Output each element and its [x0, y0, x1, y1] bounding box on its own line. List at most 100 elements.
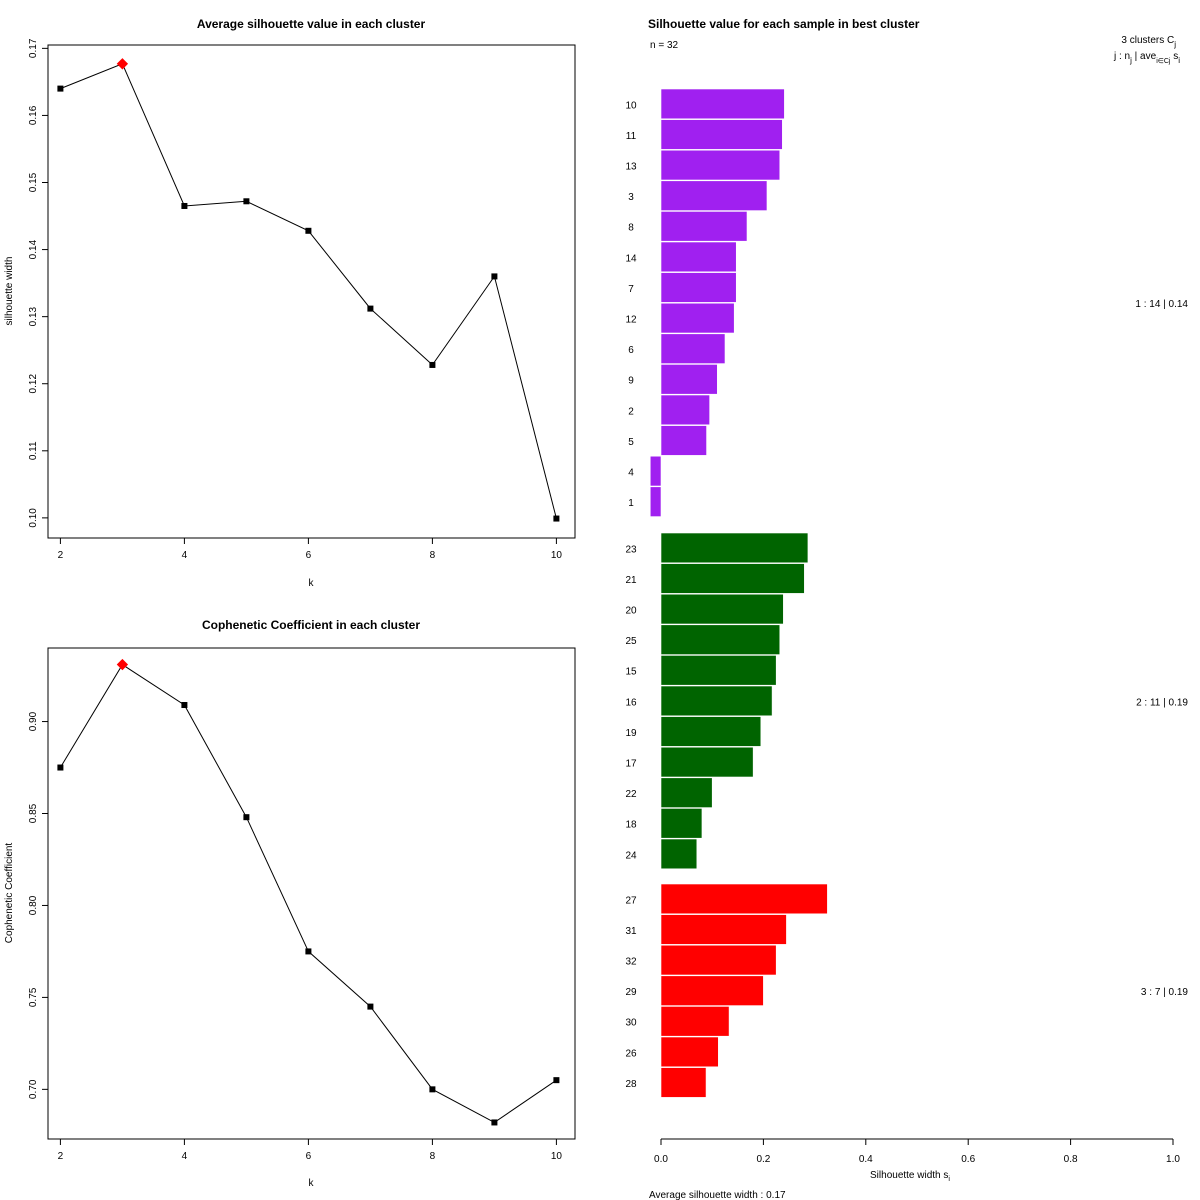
sample-label: 11: [626, 131, 637, 142]
sample-label: 30: [625, 1018, 637, 1029]
x-tick-label: 8: [430, 550, 436, 561]
silhouette-bar: [660, 914, 787, 945]
silhouette-bar: [660, 532, 809, 564]
sample-label: 23: [625, 544, 637, 555]
silhouette-average-series: [57, 58, 560, 522]
sample-count: n = 32: [650, 40, 679, 51]
silhouette-bar: [660, 211, 748, 242]
y-tick-label: 0.90: [28, 711, 39, 731]
x-tick-label: 8: [430, 1151, 436, 1162]
silhouette-bar: [660, 624, 781, 655]
silhouette-bar: [660, 302, 735, 334]
y-tick-label: 0.15: [28, 172, 39, 192]
data-point: [57, 764, 64, 771]
silhouette-bar: [660, 180, 768, 211]
sample-label: 8: [628, 223, 634, 234]
silhouette-bar: [660, 685, 773, 717]
data-point: [181, 202, 188, 209]
sample-label: 17: [625, 759, 637, 770]
series-line: [59, 663, 557, 1123]
silhouette-bar: [660, 333, 726, 364]
x-tick-label: 6: [306, 1151, 312, 1162]
silhouette-bar: [660, 119, 783, 150]
sample-label: 15: [625, 667, 637, 678]
highlight-point: [116, 58, 129, 70]
silhouette-average-panel: Average silhouette value in each cluster…: [4, 17, 576, 589]
silhouette-bar: [660, 1067, 707, 1098]
y-tick-label: 0.14: [28, 239, 39, 259]
silhouette-bar: [660, 808, 703, 839]
sample-label: 9: [628, 376, 634, 387]
silhouette-bar: [660, 975, 764, 1006]
silhouette-bar: [660, 838, 698, 870]
silhouette-bar: [660, 394, 710, 426]
data-point: [429, 361, 436, 368]
y-tick-label: 0.75: [28, 987, 39, 1007]
silhouette-average-plot-frame: [47, 44, 576, 539]
sample-label: 10: [625, 100, 637, 111]
cophenetic-series: [57, 658, 560, 1126]
sample-label: 13: [625, 162, 637, 173]
x-tick-label: 4: [182, 1151, 188, 1162]
data-point: [491, 1119, 498, 1126]
silhouette-x-axis: 0.0 0.2 0.4 0.6 0.8 1.0: [654, 1138, 1180, 1165]
sample-label: 21: [625, 575, 637, 586]
x-tick-label: 0.0: [654, 1154, 668, 1165]
silhouette-bar: [660, 272, 737, 303]
silhouette-average-y-axis: 0.10 0.11 0.12 0.13 0.14 0.15 0.16 0.17: [28, 38, 48, 528]
y-tick-label: 0.85: [28, 803, 39, 823]
cluster-summary: 3 : 7 | 0.19: [1141, 987, 1189, 998]
silhouette-bar: [660, 593, 784, 625]
sample-label: 29: [625, 987, 637, 998]
x-tick-label: 0.6: [961, 1154, 975, 1165]
data-point: [367, 305, 374, 312]
cophenetic-panel: Cophenetic Coefficient in each cluster k…: [4, 618, 576, 1189]
x-tick-label: 10: [551, 1151, 563, 1162]
cophenetic-y-label: Cophenetic Coefficient: [4, 843, 15, 944]
silhouette-bar: [660, 364, 718, 395]
x-tick-label: 1.0: [1166, 1154, 1180, 1165]
y-tick-label: 0.11: [28, 441, 39, 460]
y-tick-label: 0.80: [28, 895, 39, 915]
data-point: [243, 814, 250, 821]
silhouette-bar: [660, 655, 777, 686]
sample-label: 18: [625, 820, 637, 831]
clusters-header: 3 clusters Cj: [1121, 35, 1176, 49]
silhouette-average-x-label: k: [309, 578, 315, 589]
sample-label: 24: [625, 850, 637, 861]
x-tick-label: 0.4: [859, 1154, 873, 1165]
silhouette-samples-panel: Silhouette value for each sample in best…: [625, 17, 1188, 1200]
data-point: [367, 1003, 374, 1010]
sample-label: 19: [625, 728, 637, 739]
cluster-summary: 2 : 11 | 0.19: [1136, 697, 1188, 708]
silhouette-x-label: Silhouette width si: [870, 1170, 950, 1183]
sample-label: 20: [625, 606, 637, 617]
data-point: [553, 515, 560, 522]
silhouette-bar: [660, 777, 713, 808]
silhouette-bar: [660, 1036, 719, 1068]
x-tick-label: 6: [306, 550, 312, 561]
x-tick-label: 4: [182, 550, 188, 561]
sample-label: 3: [628, 192, 634, 203]
silhouette-bar: [660, 1006, 730, 1037]
average-silhouette-footer: Average silhouette width : 0.17: [649, 1190, 786, 1200]
clusters-header-formula: j : nj | avei∈Cj si: [1113, 51, 1180, 65]
cophenetic-x-label: k: [309, 1178, 315, 1189]
y-tick-label: 0.12: [28, 374, 39, 394]
sample-label: 28: [625, 1079, 637, 1090]
sample-label: 5: [628, 437, 634, 448]
silhouette-bar: [660, 88, 785, 120]
highlight-point: [116, 658, 129, 671]
data-point: [429, 1086, 436, 1093]
sample-label: 14: [625, 253, 637, 264]
sample-label: 12: [625, 315, 637, 326]
sample-label: 16: [625, 697, 637, 708]
y-tick-label: 0.16: [28, 105, 39, 125]
sample-label: 1: [628, 498, 634, 509]
silhouette-average-y-label: silhouette width: [4, 257, 15, 326]
silhouette-average-x-axis: 2 4 6 8 10: [58, 538, 562, 561]
sample-label: 6: [628, 345, 634, 356]
silhouette-bar: [660, 241, 737, 273]
cophenetic-title: Cophenetic Coefficient in each cluster: [202, 618, 420, 632]
sample-label: 32: [625, 957, 637, 968]
